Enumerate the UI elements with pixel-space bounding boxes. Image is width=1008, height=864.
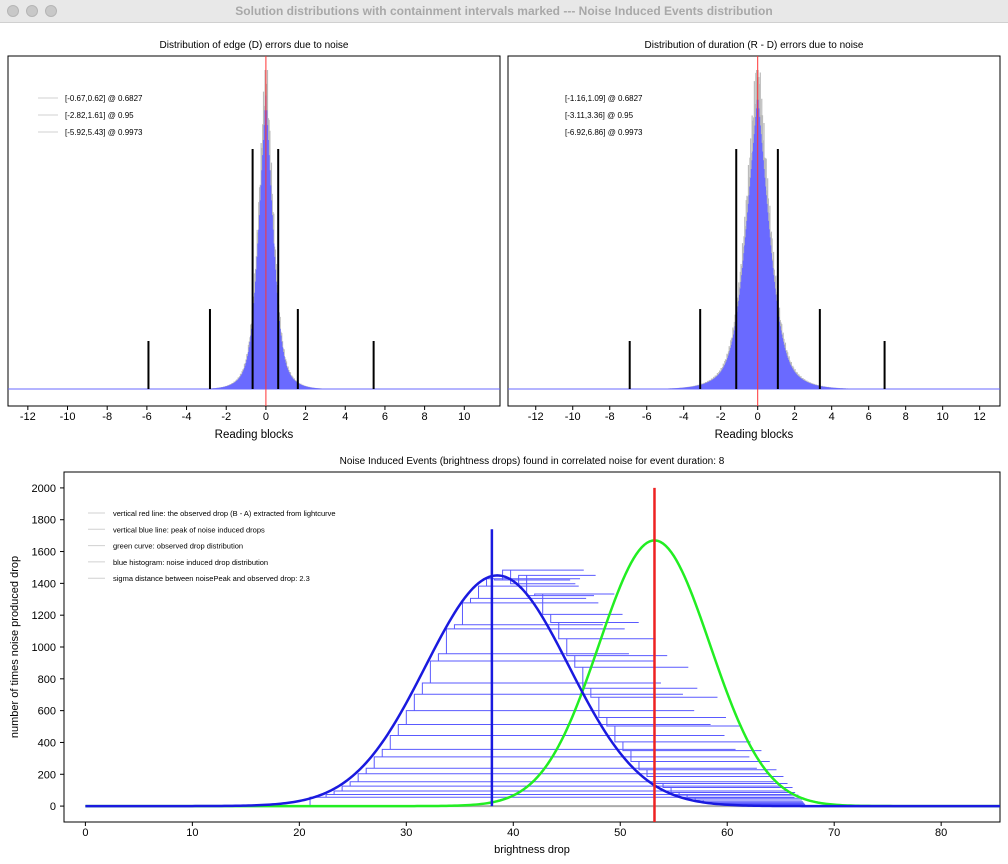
x-axis-label: Reading blocks bbox=[715, 429, 794, 441]
y-axis-label: number of times noise produced drop bbox=[9, 556, 21, 738]
y-tick-label: 1600 bbox=[32, 547, 56, 559]
legend-item: green curve: observed drop distribution bbox=[113, 542, 243, 551]
x-tick-label: 2 bbox=[303, 411, 309, 423]
error-histogram bbox=[144, 95, 388, 389]
chart-title: Distribution of duration (R - D) errors … bbox=[645, 40, 864, 51]
legend-item: [-3.11,3.36] @ 0.95 bbox=[565, 111, 634, 120]
y-tick-label: 800 bbox=[38, 674, 56, 686]
x-tick-label: 20 bbox=[293, 827, 305, 839]
x-tick-label: 10 bbox=[937, 411, 949, 423]
plot-frame bbox=[7, 55, 501, 407]
x-tick-label: 80 bbox=[935, 827, 947, 839]
x-tick-label: -12 bbox=[528, 411, 544, 423]
x-tick-label: -4 bbox=[679, 411, 689, 423]
zoom-button[interactable] bbox=[45, 5, 57, 17]
x-tick-label: 8 bbox=[422, 411, 428, 423]
window-titlebar: Solution distributions with containment … bbox=[0, 0, 1008, 23]
y-tick-label: 1800 bbox=[32, 515, 56, 527]
chart-title: Noise Induced Events (brightness drops) … bbox=[340, 456, 725, 467]
x-tick-label: 0 bbox=[263, 411, 269, 423]
x-tick-label: 6 bbox=[382, 411, 388, 423]
x-tick-label: 6 bbox=[866, 411, 872, 423]
legend-item: [-6.92,6.86] @ 0.9973 bbox=[565, 128, 643, 137]
x-tick-label: 10 bbox=[458, 411, 470, 423]
legend-item: blue histogram: noise induced drop distr… bbox=[113, 558, 268, 567]
plot-frame bbox=[507, 55, 1001, 407]
close-button[interactable] bbox=[7, 5, 19, 17]
x-tick-label: -4 bbox=[182, 411, 192, 423]
x-tick-label: 4 bbox=[829, 411, 835, 423]
y-tick-label: 1400 bbox=[32, 578, 56, 590]
x-axis-label: Reading blocks bbox=[215, 429, 294, 441]
minimize-button[interactable] bbox=[26, 5, 38, 17]
x-tick-label: 12 bbox=[974, 411, 986, 423]
x-tick-label: 50 bbox=[614, 827, 626, 839]
x-tick-label: -6 bbox=[642, 411, 652, 423]
x-tick-label: 2 bbox=[792, 411, 798, 423]
y-tick-label: 200 bbox=[38, 769, 56, 781]
x-tick-label: -10 bbox=[60, 411, 76, 423]
x-tick-label: 70 bbox=[828, 827, 840, 839]
legend-item: [-1.16,1.09] @ 0.6827 bbox=[565, 94, 643, 103]
x-tick-label: -6 bbox=[142, 411, 152, 423]
x-tick-label: -8 bbox=[605, 411, 615, 423]
x-tick-label: 0 bbox=[82, 827, 88, 839]
window-title: Solution distributions with containment … bbox=[235, 4, 773, 18]
legend-item: vertical red line: the observed drop (B … bbox=[113, 509, 336, 518]
legend-item: [-0.67,0.62] @ 0.6827 bbox=[65, 94, 143, 103]
y-tick-label: 1200 bbox=[32, 610, 56, 622]
y-tick-label: 1000 bbox=[32, 642, 56, 654]
legend-item: vertical blue line: peak of noise induce… bbox=[113, 525, 265, 534]
x-tick-label: 0 bbox=[755, 411, 761, 423]
x-tick-label: -8 bbox=[102, 411, 112, 423]
x-tick-label: -12 bbox=[20, 411, 36, 423]
x-tick-label: 8 bbox=[903, 411, 909, 423]
chart-title: Distribution of edge (D) errors due to n… bbox=[160, 40, 349, 51]
noise-drop-curve bbox=[85, 574, 1000, 808]
legend-item: sigma distance between noisePeak and obs… bbox=[113, 574, 310, 583]
x-tick-label: 4 bbox=[342, 411, 348, 423]
error-histogram bbox=[562, 99, 954, 389]
x-axis-label: brightness drop bbox=[494, 844, 570, 856]
y-tick-label: 400 bbox=[38, 737, 56, 749]
x-tick-label: 60 bbox=[721, 827, 733, 839]
legend-item: [-2.82,1.61] @ 0.95 bbox=[65, 111, 134, 120]
x-tick-label: 10 bbox=[186, 827, 198, 839]
x-tick-label: 40 bbox=[507, 827, 519, 839]
x-tick-label: -2 bbox=[221, 411, 231, 423]
x-tick-label: -2 bbox=[716, 411, 726, 423]
legend-item: [-5.92,5.43] @ 0.9973 bbox=[65, 128, 143, 137]
y-tick-label: 0 bbox=[50, 801, 56, 813]
y-tick-label: 600 bbox=[38, 706, 56, 718]
x-tick-label: -10 bbox=[565, 411, 581, 423]
x-tick-label: 30 bbox=[400, 827, 412, 839]
y-tick-label: 2000 bbox=[32, 483, 56, 495]
